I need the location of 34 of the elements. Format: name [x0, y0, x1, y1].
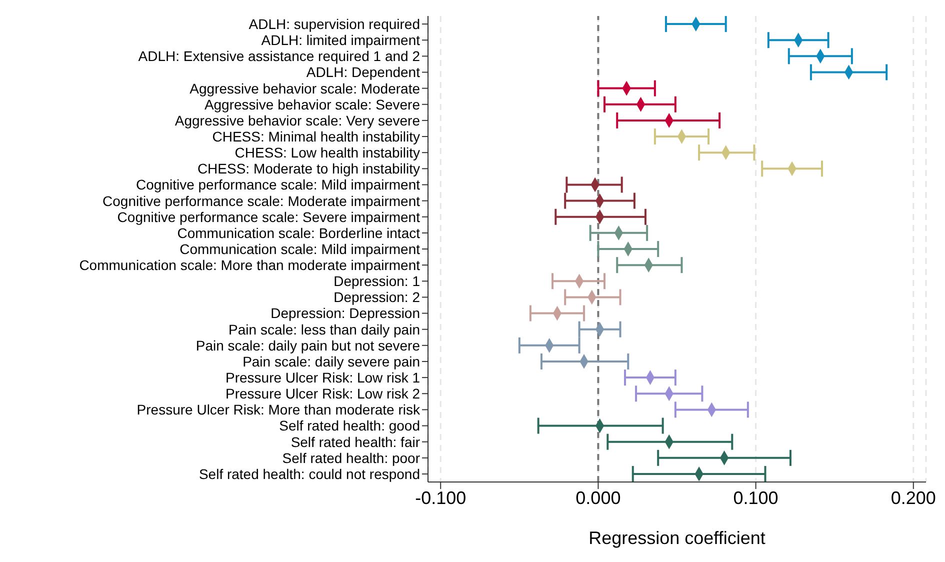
y-tick-label: Depression: 2: [334, 289, 420, 306]
y-tick-label: CHESS: Minimal health instability: [212, 128, 420, 144]
y-tick-label: CHESS: Moderate to high instability: [197, 160, 420, 177]
y-tick-label: Communication scale: More than moderate impairment: [79, 257, 420, 274]
y-tick-label: Aggressive behavior scale: Very severe: [174, 112, 420, 128]
y-tick-label: Aggressive behavior scale: Moderate: [190, 80, 420, 96]
y-tick-label: Pain scale: less than daily pain: [228, 321, 420, 338]
y-tick-label: Self rated health: could not respond: [198, 466, 420, 482]
x-tick-label: -0.100: [415, 488, 466, 508]
y-tick-label: Pain scale: daily severe pain: [242, 353, 420, 370]
y-tick-label: ADLH: limited impairment: [261, 32, 420, 48]
y-tick-label: ADLH: supervision required: [248, 16, 420, 32]
y-tick-label: CHESS: Low health instability: [234, 144, 420, 161]
y-tick-label: Pain scale: daily pain but not severe: [196, 337, 420, 354]
y-tick-label: Pressure Ulcer Risk: Low risk 1: [226, 370, 420, 386]
y-tick-label: Depression: Depression: [270, 305, 420, 322]
y-tick-label: Self rated health: fair: [290, 434, 420, 450]
y-tick-label: Cognitive performance scale: Mild impairment: [136, 176, 420, 193]
y-tick-label: Pressure Ulcer Risk: More than moderate risk: [136, 402, 421, 418]
x-axis-title: Regression coefficient: [588, 528, 766, 548]
y-tick-label: Communication scale: Mild impairment: [180, 240, 420, 257]
y-tick-label: Cognitive performance scale: Moderate impairment: [102, 192, 420, 209]
y-tick-label: Cognitive performance scale: Severe impairment: [117, 208, 420, 225]
y-tick-label: ADLH: Extensive assistance required 1 and 2: [138, 48, 420, 64]
x-tick-label: 0.100: [733, 488, 778, 508]
y-tick-label: Self rated health: poor: [282, 450, 420, 466]
y-tick-label: ADLH: Dependent: [306, 64, 420, 80]
y-tick-label: Aggressive behavior scale: Severe: [204, 96, 420, 112]
y-tick-label: Pressure Ulcer Risk: Low risk 2: [226, 386, 420, 402]
y-tick-label: Self rated health: good: [279, 418, 420, 434]
y-tick-label: Depression: 1: [334, 273, 420, 290]
x-tick-label: 0.200: [890, 488, 936, 508]
x-tick-label: 0.000: [576, 488, 621, 508]
y-tick-label: Communication scale: Borderline intact: [177, 224, 420, 241]
